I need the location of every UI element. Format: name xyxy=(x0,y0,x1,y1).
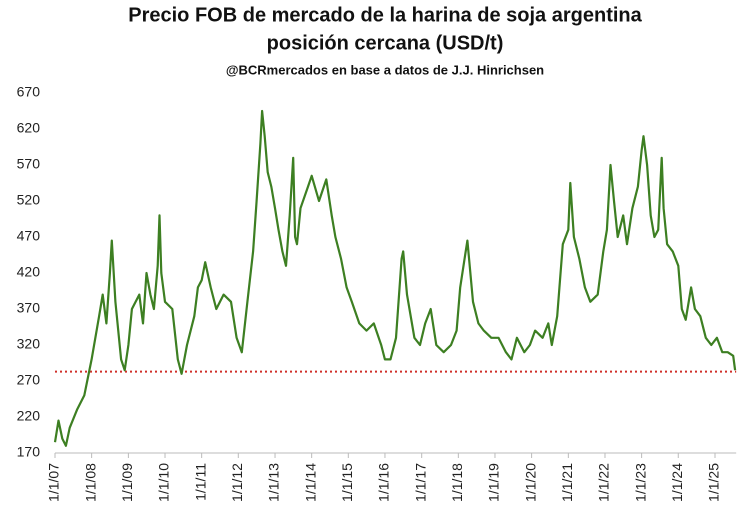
x-tick-label: 1/1/17 xyxy=(412,463,428,502)
x-tick-label: 1/1/10 xyxy=(156,463,172,502)
x-tick-label: 1/1/13 xyxy=(266,463,282,502)
y-tick-label: 670 xyxy=(17,84,41,100)
x-tick-label: 1/1/11 xyxy=(192,463,208,501)
x-tick-label: 1/1/23 xyxy=(632,463,648,502)
y-tick-label: 270 xyxy=(17,372,41,388)
y-tick-label: 470 xyxy=(17,228,41,244)
x-tick-label: 1/1/14 xyxy=(302,463,318,502)
y-tick-label: 570 xyxy=(17,156,41,172)
x-tick-label: 1/1/20 xyxy=(522,463,538,502)
chart-title: Precio FOB de mercado de la harina de so… xyxy=(128,4,642,26)
x-tick-label: 1/1/07 xyxy=(46,463,62,502)
y-tick-label: 520 xyxy=(17,192,41,208)
x-tick-label: 1/1/25 xyxy=(706,463,722,502)
y-tick-label: 420 xyxy=(17,264,41,280)
chart-title: posición cercana (USD/t) xyxy=(267,32,504,54)
x-tick-label: 1/1/16 xyxy=(376,463,392,502)
x-tick-label: 1/1/18 xyxy=(449,463,465,502)
x-tick-label: 1/1/24 xyxy=(669,463,685,502)
x-tick-label: 1/1/22 xyxy=(596,463,612,502)
y-tick-label: 620 xyxy=(17,120,41,136)
x-tick-label: 1/1/09 xyxy=(119,463,135,502)
x-tick-label: 1/1/15 xyxy=(339,463,355,502)
x-tick-label: 1/1/21 xyxy=(559,463,575,502)
y-tick-label: 370 xyxy=(17,300,41,316)
y-tick-label: 220 xyxy=(17,408,41,424)
x-tick-label: 1/1/12 xyxy=(229,463,245,502)
price-line xyxy=(53,109,737,447)
chart-subtitle: @BCRmercados en base a datos de J.J. Hin… xyxy=(226,62,544,77)
y-tick-label: 320 xyxy=(17,336,41,352)
x-tick-label: 1/1/08 xyxy=(82,463,98,502)
x-tick-label: 1/1/19 xyxy=(486,463,502,502)
y-tick-label: 170 xyxy=(17,444,41,460)
